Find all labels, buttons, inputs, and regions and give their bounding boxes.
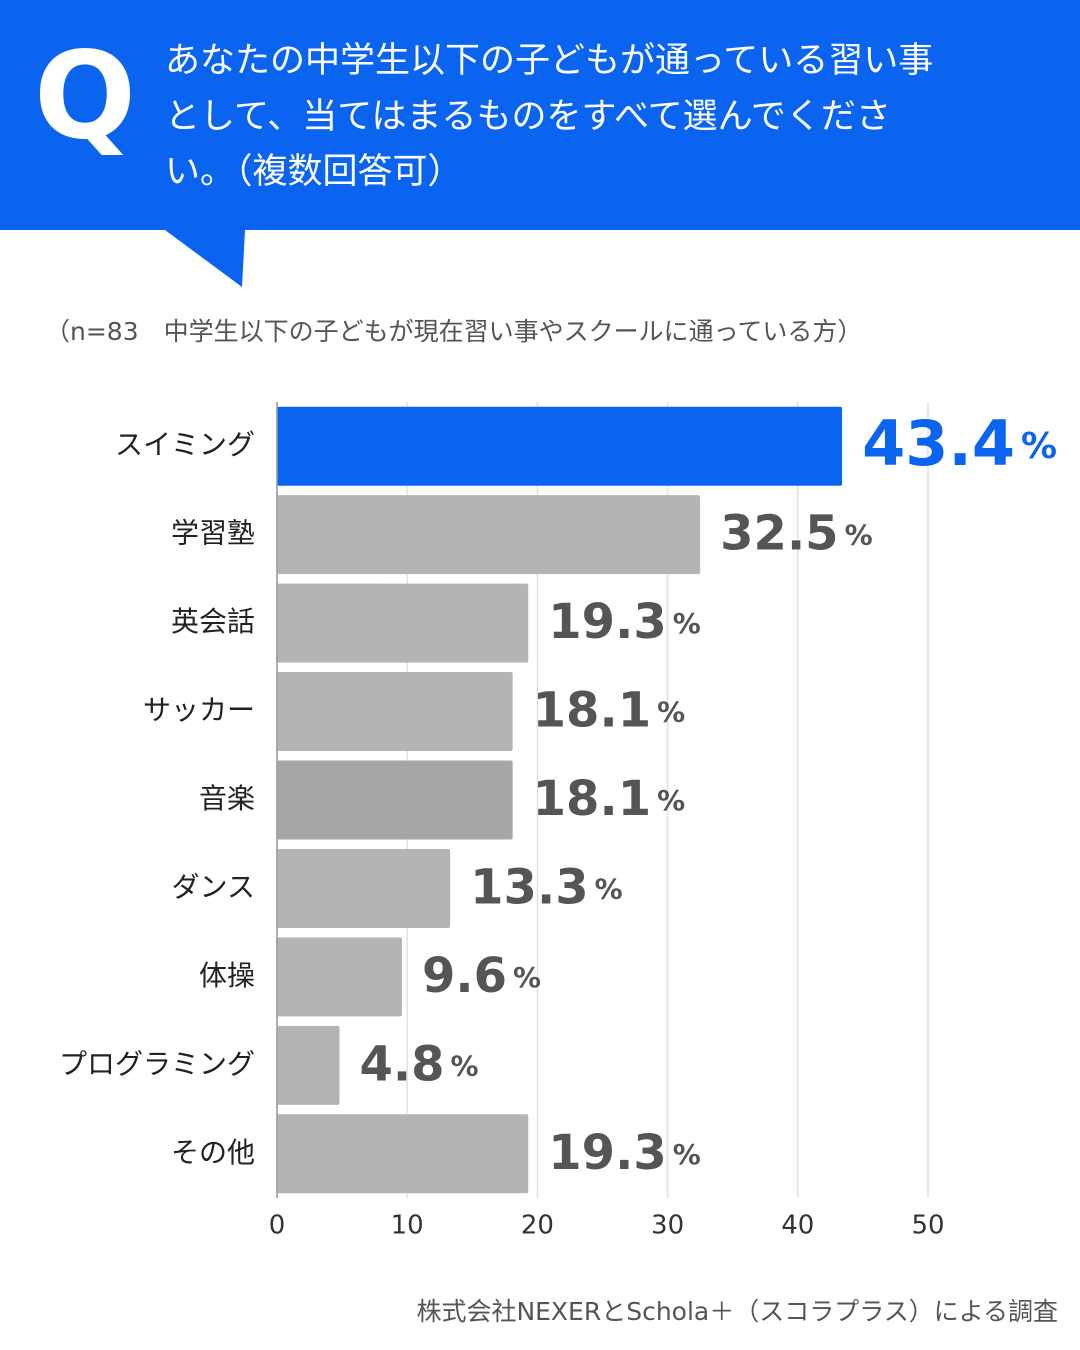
value-label: 43.4%: [862, 407, 1057, 480]
bar: [277, 495, 701, 575]
bar: [277, 760, 513, 840]
x-tick-label: 50: [911, 1211, 944, 1241]
value-label: 4.8%: [359, 1036, 478, 1092]
value-label: 32.5%: [720, 506, 873, 562]
bar: [277, 583, 529, 663]
y-tick-label: 学習塾: [171, 517, 255, 550]
y-tick-label: サッカー: [143, 694, 255, 727]
bar: [277, 406, 843, 486]
bar: [277, 1114, 529, 1194]
y-tick-label: プログラミング: [59, 1047, 255, 1080]
chart-title: い。（複数回答可）: [165, 152, 463, 192]
speech-tail: [165, 230, 245, 287]
source: 株式会社NEXERとSchola＋（スコラプラス）による調査: [416, 1297, 1058, 1326]
y-tick-label: その他: [171, 1136, 255, 1169]
value-label: 19.3%: [548, 594, 701, 650]
x-tick-label: 0: [269, 1211, 286, 1241]
y-tick-label: 英会話: [171, 605, 255, 638]
y-tick-label: ダンス: [172, 870, 255, 903]
value-label: 19.3%: [548, 1125, 701, 1181]
x-tick-label: 30: [651, 1211, 684, 1241]
x-tick-label: 10: [391, 1211, 424, 1241]
chart-title: として、当てはまるものをすべて選んでくださ: [165, 97, 891, 137]
bar: [277, 848, 451, 928]
y-tick-label: 音楽: [199, 782, 255, 815]
subtitle: （n=83 中学生以下の子どもが現在習い事やスクールに通っている方）: [45, 317, 862, 346]
bar: [277, 1025, 340, 1105]
chart-title: あなたの中学生以下の子どもが通っている習い事: [165, 41, 933, 81]
value-label: 13.3%: [470, 859, 623, 915]
x-tick-label: 20: [521, 1211, 554, 1241]
bar: [277, 672, 513, 752]
value-label: 18.1%: [533, 683, 686, 739]
y-tick-label: スイミング: [115, 428, 255, 461]
value-label: 18.1%: [533, 771, 686, 827]
header-banner: [0, 0, 1080, 230]
q-label: Q: [34, 28, 136, 167]
y-tick-label: 体操: [199, 959, 255, 992]
x-tick-label: 40: [781, 1211, 814, 1241]
bar: [277, 937, 402, 1017]
value-label: 9.6%: [422, 948, 541, 1004]
